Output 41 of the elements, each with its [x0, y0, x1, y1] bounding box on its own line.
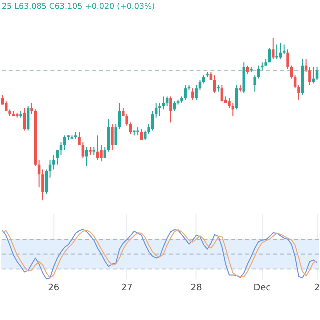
candlestick	[170, 96, 172, 124]
x-tick-label: Dec	[254, 284, 272, 294]
candlestick	[107, 118, 110, 152]
candlestick	[220, 84, 224, 102]
candlestick	[282, 44, 286, 55]
candlestick	[235, 84, 238, 110]
candlestick	[257, 65, 260, 80]
candlestick	[294, 75, 297, 90]
candlestick	[104, 146, 107, 159]
candlestick	[96, 135, 100, 160]
candlestick	[111, 124, 114, 151]
candlestick	[195, 84, 198, 100]
candlestick	[162, 96, 166, 110]
candlestick	[48, 159, 52, 178]
x-tick-label: 2	[314, 284, 320, 294]
candlestick	[254, 75, 256, 92]
x-tick-label: 27	[121, 284, 133, 294]
candlestick	[56, 150, 59, 166]
candlestick	[154, 102, 158, 118]
candlestick	[118, 102, 122, 130]
candlestick	[192, 88, 194, 100]
candlestick	[213, 75, 216, 94]
candlestick	[173, 101, 176, 112]
candlestick	[272, 38, 275, 60]
candlestick	[60, 142, 63, 156]
candlestick	[184, 84, 187, 100]
candlestick	[26, 106, 30, 132]
candlestick	[23, 108, 26, 132]
candlestick	[316, 66, 319, 81]
candlestick	[5, 101, 8, 112]
x-tick-label: 26	[48, 284, 60, 294]
candlestick	[144, 130, 147, 142]
candlestick	[276, 44, 278, 60]
candlestick	[268, 47, 272, 64]
candlestick	[312, 66, 315, 84]
candlestick	[64, 135, 66, 151]
text: 25 L63.085 C63.105 +0.020 (+0.03%)	[2, 2, 156, 11]
candlestick	[114, 124, 118, 146]
candlestick	[151, 110, 154, 132]
x-tick-label: 28	[190, 284, 203, 294]
candlestick	[45, 169, 48, 195]
